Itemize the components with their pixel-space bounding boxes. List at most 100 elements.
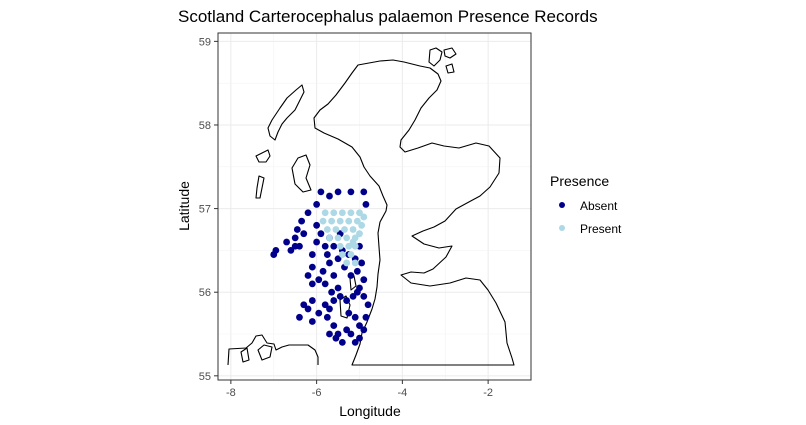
point-absent (323, 251, 331, 258)
point-absent (358, 259, 366, 267)
point-present (349, 226, 357, 233)
point-present (326, 234, 333, 242)
point-absent (296, 313, 303, 321)
point-absent (304, 209, 312, 217)
coastline-mainland (227, 59, 515, 366)
point-absent (321, 242, 329, 250)
point-absent (298, 217, 306, 225)
point-absent (334, 188, 342, 196)
point-absent (353, 288, 361, 296)
legend-label-absent: Absent (580, 199, 618, 213)
point-present (332, 226, 340, 233)
point-absent (330, 272, 338, 279)
point-absent (315, 309, 323, 317)
point-present (347, 251, 355, 258)
point-absent (360, 188, 368, 196)
point-present (353, 217, 361, 225)
point-absent (321, 301, 329, 309)
point-absent (347, 272, 355, 279)
point-absent (308, 251, 316, 258)
legend-label-present: Present (580, 222, 622, 236)
point-absent (360, 292, 368, 300)
point-absent (343, 297, 351, 304)
point-absent (334, 255, 342, 263)
point-absent (330, 322, 338, 330)
coastline-harris (255, 149, 271, 163)
point-absent (328, 288, 336, 296)
point-absent (351, 313, 359, 321)
point-absent (308, 280, 316, 288)
chart-title: Scotland Carterocephalus palaemon Presen… (178, 7, 598, 26)
point-absent (317, 188, 325, 196)
coastline-skye (291, 154, 312, 193)
point-absent (334, 284, 342, 292)
y-tick-label: 55 (199, 371, 211, 383)
point-present (330, 209, 338, 217)
point-absent (291, 242, 299, 250)
point-present (341, 226, 348, 233)
y-axis-title: Latitude (176, 181, 192, 231)
point-absent (317, 230, 325, 238)
x-axis: -8 -6 -4 -2 (226, 380, 493, 399)
point-present (319, 217, 327, 225)
point-absent (347, 188, 355, 196)
point-absent (347, 330, 355, 338)
point-present (345, 217, 353, 225)
point-absent (345, 309, 353, 317)
point-absent (326, 192, 333, 200)
coastline-uist (255, 175, 265, 199)
point-absent (356, 322, 363, 330)
point-present (336, 217, 344, 225)
point-present (356, 209, 363, 217)
point-present (358, 221, 366, 229)
point-present (347, 209, 355, 217)
legend-key-present (559, 225, 565, 231)
point-absent (304, 305, 312, 313)
point-present (321, 209, 329, 217)
x-axis-title: Longitude (339, 403, 401, 419)
point-absent (338, 338, 346, 346)
point-absent (362, 313, 370, 321)
coastline-orkney-2 (443, 47, 457, 59)
legend-key-absent (559, 202, 565, 208)
point-present (343, 259, 351, 267)
legend-title: Presence (550, 173, 609, 189)
y-tick-label: 58 (199, 120, 211, 132)
plot-panel-border (217, 32, 532, 381)
point-absent (343, 326, 351, 334)
point-absent (349, 292, 357, 300)
point-present (349, 238, 357, 246)
point-absent (356, 334, 363, 342)
point-absent (304, 272, 312, 279)
point-absent (364, 301, 372, 309)
point-present (360, 213, 368, 221)
y-tick-label: 56 (199, 287, 211, 299)
point-absent (326, 259, 333, 267)
point-present (338, 209, 346, 217)
point-present (328, 217, 336, 225)
x-tick-label: -2 (483, 387, 493, 399)
point-absent (313, 221, 321, 229)
point-present (323, 226, 331, 233)
grid-lines (218, 33, 531, 380)
coastline-lewis (267, 84, 305, 141)
point-present (334, 234, 342, 242)
point-absent (360, 276, 368, 284)
point-absent (319, 267, 327, 275)
point-absent (283, 238, 291, 246)
x-tick-label: -8 (226, 387, 236, 399)
point-absent (321, 280, 329, 288)
point-absent (308, 318, 316, 325)
point-absent (336, 292, 344, 300)
point-present (336, 242, 344, 250)
y-tick-label: 59 (199, 36, 211, 48)
point-present (351, 259, 359, 267)
point-present (343, 234, 351, 242)
scotland-coastline (227, 47, 515, 366)
coastline-orkney-3 (445, 63, 455, 74)
legend: Presence Absent Present (550, 173, 622, 236)
point-absent (291, 234, 299, 242)
coastline-islay (257, 344, 273, 361)
coastline-jura (240, 347, 250, 363)
